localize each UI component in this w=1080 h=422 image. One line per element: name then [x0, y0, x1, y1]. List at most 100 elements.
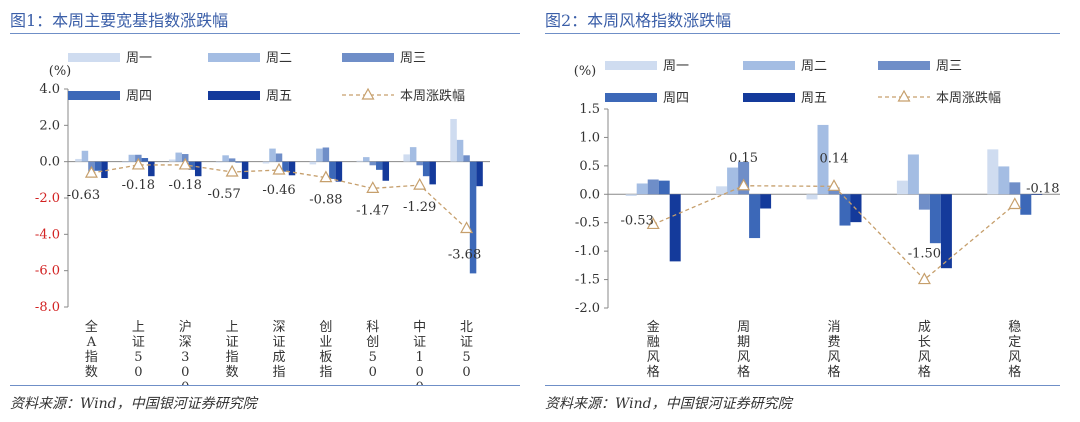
bar-周一 [806, 194, 818, 200]
bar-周二 [907, 154, 919, 195]
bar-周四 [376, 161, 383, 170]
data-label: -0.18 [1026, 182, 1059, 197]
y-tick-label: -2.0 [575, 301, 600, 316]
bar-周五 [288, 161, 296, 176]
bar-周三 [738, 161, 750, 195]
data-label: -0.46 [262, 183, 295, 198]
bar-周一 [356, 160, 364, 162]
bar-周五 [760, 194, 772, 209]
x-tick-label: 科创 5 0 [366, 320, 379, 380]
legend-label: 周一 [126, 51, 152, 66]
y-tick-label: 0.0 [39, 155, 60, 170]
source-rule [545, 385, 1060, 386]
data-label: -1.50 [908, 247, 941, 262]
y-tick-label: -0.5 [575, 216, 600, 231]
y-tick-label: -1.5 [575, 273, 600, 288]
bar-周一 [75, 158, 82, 162]
bar-周一 [262, 161, 270, 164]
x-tick-label: 上证 5 0 [132, 320, 145, 380]
bar-周一 [215, 161, 223, 163]
legend-label: 周五 [801, 91, 827, 106]
legend-swatch [68, 53, 120, 62]
legend-swatch [208, 53, 260, 62]
broad-index-panel: 图1：本周主要宽基指数涨跌幅 (%) 4.0 2.0 0.0 -2.0 -4.0 -6.0 -… [0, 0, 530, 422]
bar-周一 [122, 161, 129, 163]
bar-周四 [235, 161, 242, 163]
legend-swatch [878, 61, 930, 70]
broad-index-chart: (%) 4.0 2.0 0.0 -2.0 -4.0 -6.0 -8.0 全 A 指数 上证 5 0 沪深 3 0… [35, 51, 490, 385]
y-tick-label: 1.0 [579, 130, 600, 145]
y-tick-label: 0.0 [579, 187, 600, 202]
weekly-change-marker [737, 178, 751, 191]
weekly-change-marker [131, 157, 145, 170]
bar-周四 [658, 180, 670, 195]
bar-周五 [1031, 194, 1043, 195]
legend-swatch [605, 93, 657, 102]
y-tick-label: 0.5 [579, 159, 600, 174]
data-label: -1.29 [403, 200, 436, 215]
bar-周二 [727, 167, 739, 195]
x-tick-label: 上证指数 [226, 320, 239, 380]
y-axis-unit: (%) [49, 64, 72, 79]
weekly-change-line [652, 185, 1016, 281]
weekly-change-marker [646, 217, 660, 230]
bar-周五 [476, 161, 483, 187]
bar-周一 [309, 161, 317, 165]
bar-周二 [363, 157, 370, 162]
bar-周二 [998, 166, 1010, 195]
data-label: -0.88 [309, 193, 342, 208]
data-label: -0.18 [122, 178, 155, 193]
x-tick-label: 全 A 指数 [85, 319, 98, 380]
y-tick-label: -1.0 [575, 244, 600, 259]
bar-周四 [422, 161, 430, 177]
bar-周一 [450, 118, 457, 162]
bar-周一 [625, 194, 637, 196]
bar-周二 [269, 148, 276, 162]
legend-marker [897, 89, 911, 102]
bar-周四 [1020, 194, 1032, 215]
bar-周五 [940, 194, 952, 269]
bar-周二 [817, 124, 829, 195]
y-tick-label: -8.0 [35, 300, 60, 315]
legend-swatch [743, 93, 795, 102]
bar-周四 [329, 161, 336, 179]
bar-周四 [749, 194, 761, 239]
legend-swatch [342, 53, 394, 62]
data-label: 0.14 [820, 151, 849, 166]
legend-label: 周一 [663, 59, 689, 74]
bar-周三 [918, 194, 930, 210]
weekly-change-line [91, 164, 467, 229]
bar-周五 [241, 161, 249, 179]
bar-周四 [929, 194, 941, 244]
x-tick-label: 北证 5 0 [460, 320, 473, 380]
bar-周二 [316, 148, 323, 162]
weekly-change-marker [178, 157, 192, 170]
bar-周二 [222, 155, 229, 162]
bar-周四 [141, 158, 149, 162]
style-index-panel: 图2：本周风格指数涨跌幅 (%) 1.5 1.0 0.5 0.0 -0.5 -1.0 -1.5… [540, 0, 1080, 422]
bar-周二 [409, 147, 417, 162]
y-tick-label: 4.0 [39, 82, 60, 97]
source-note: 资料来源：Wind，中国银河证券研究院 [10, 396, 257, 412]
legend-label: 周三 [936, 59, 962, 74]
legend-swatch [68, 91, 120, 100]
y-tick-label: 2.0 [39, 118, 60, 133]
weekly-change-marker [225, 164, 239, 177]
bar-周四 [469, 161, 477, 274]
bar-周二 [456, 139, 464, 162]
x-tick-label: 中证1000 [413, 320, 426, 385]
legend-label: 周二 [801, 59, 827, 74]
bar-周三 [416, 161, 423, 166]
bar-周五 [669, 194, 681, 262]
legend-label: 周五 [266, 89, 292, 104]
bar-周一 [716, 186, 728, 195]
bar-周五 [382, 161, 390, 181]
legend-label: 周二 [266, 51, 292, 66]
bar-周二 [636, 183, 648, 195]
weekly-change-marker [1008, 197, 1022, 210]
title-rule [10, 33, 520, 34]
bar-周四 [94, 161, 102, 171]
y-tick-label: -4.0 [35, 227, 60, 242]
y-axis-unit: (%) [574, 64, 597, 79]
legend-marker [361, 87, 375, 100]
